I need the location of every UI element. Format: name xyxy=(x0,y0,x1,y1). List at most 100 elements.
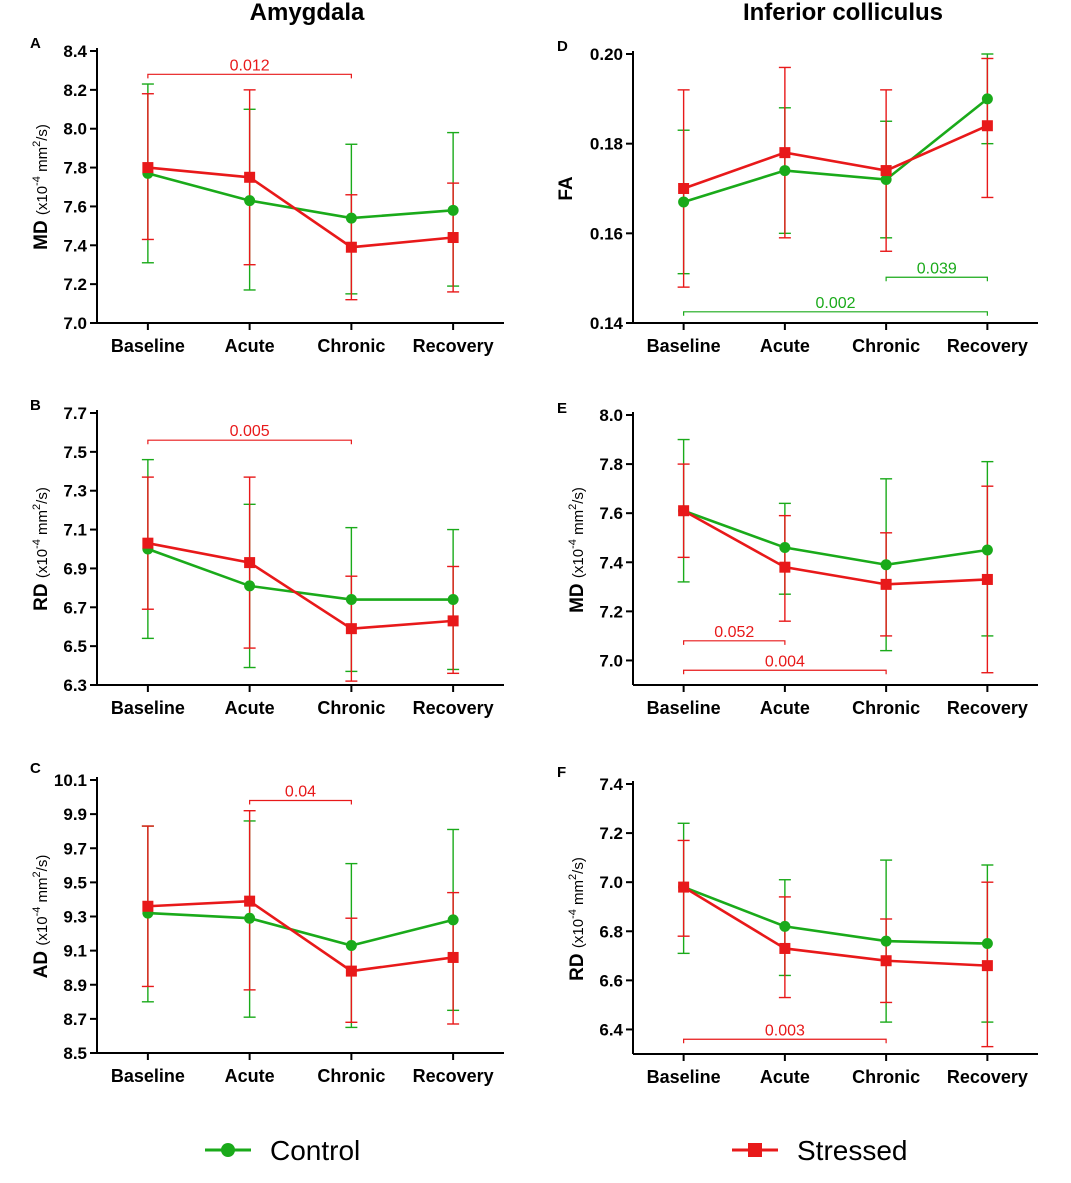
y-axis-label: AD (x10-4 mm2/s) xyxy=(31,855,52,979)
y-tick-label: 9.1 xyxy=(63,942,87,961)
data-point-stressed xyxy=(779,942,791,954)
legend-label-control: Control xyxy=(270,1135,360,1166)
x-tick-label: Acute xyxy=(225,336,275,356)
data-point-stressed xyxy=(880,578,892,590)
panels: A 7.0 7.2 7.4 7.6 7.8 8.0 8.2 8.4 Baseline Acute Ch… xyxy=(30,35,1038,1087)
y-tick-label: 6.9 xyxy=(63,559,87,578)
panel-c: C 8.5 8.7 8.9 9.1 9.3 9.5 9.7 9.9 10.1 Baseline Acu… xyxy=(30,760,504,1086)
significance-label: 0.003 xyxy=(765,1022,805,1039)
x-tick-label: Recovery xyxy=(413,336,494,356)
data-point-stressed xyxy=(142,900,154,912)
y-axis-label-unit: (x10 xyxy=(34,549,51,578)
data-point-stressed xyxy=(447,232,459,244)
series-line-control xyxy=(147,911,454,947)
y-axis-label-main: MD xyxy=(567,578,588,613)
data-point-stressed xyxy=(981,960,993,972)
x-tick-label: Recovery xyxy=(947,1067,1028,1087)
y-tick-label: 8.7 xyxy=(63,1010,87,1029)
y-tick-label: 7.6 xyxy=(63,197,87,216)
panel-letter: D xyxy=(557,38,568,55)
data-point-control xyxy=(981,544,993,556)
x-tick-label: Baseline xyxy=(647,336,721,356)
y-tick-label: 8.0 xyxy=(599,406,623,425)
y-axis-label: MD (x10-4 mm2/s) xyxy=(31,124,52,250)
data-point-stressed xyxy=(244,557,256,569)
y-tick-label: 9.3 xyxy=(63,908,87,927)
data-point-control xyxy=(779,165,791,177)
y-tick-label: 9.9 xyxy=(63,805,87,824)
x-tick-label: Recovery xyxy=(947,698,1028,718)
series-line-stressed xyxy=(147,899,454,973)
significance-bracket xyxy=(683,1038,887,1044)
x-tick-label: Acute xyxy=(760,1067,810,1087)
data-point-stressed xyxy=(880,165,892,177)
x-tick-label: Baseline xyxy=(111,1066,185,1086)
y-axis-label-unit: (x10 xyxy=(570,919,587,948)
data-point-control xyxy=(880,935,892,947)
data-point-stressed xyxy=(345,241,357,253)
series-line-stressed xyxy=(682,509,988,586)
data-point-control xyxy=(345,940,357,952)
y-axis-label-unit: (x10 xyxy=(34,186,51,215)
data-point-control xyxy=(447,204,459,216)
data-point-stressed xyxy=(447,951,459,963)
data-point-stressed xyxy=(779,561,791,573)
series-line-stressed xyxy=(683,124,988,190)
y-axis-label-exp: -4 xyxy=(567,539,579,549)
x-tick-label: Chronic xyxy=(852,336,920,356)
y-axis-label-unit: (x10 xyxy=(34,916,51,945)
y-axis-label-unit2: mm xyxy=(34,510,51,539)
y-tick-label: 6.3 xyxy=(63,676,87,695)
significance-bracket xyxy=(249,799,352,805)
significance-label: 0.012 xyxy=(230,57,270,74)
series-line-stressed xyxy=(147,166,454,249)
y-axis-label-unit2: mm xyxy=(570,510,587,539)
x-tick-label: Acute xyxy=(225,698,275,718)
data-point-control xyxy=(244,195,256,207)
y-tick-label: 8.9 xyxy=(63,976,87,995)
legend: Control Stressed xyxy=(205,1135,908,1166)
y-tick-label: 6.4 xyxy=(599,1020,623,1039)
y-tick-label: 9.5 xyxy=(63,873,87,892)
significance-label: 0.04 xyxy=(285,783,316,800)
y-tick-label: 7.1 xyxy=(63,521,87,540)
y-tick-label: 7.6 xyxy=(599,504,623,523)
y-axis-label-tail: /s) xyxy=(34,487,51,504)
y-tick-label: 7.0 xyxy=(63,314,87,333)
y-axis-label-exp: -4 xyxy=(31,539,43,549)
panel-letter: C xyxy=(30,760,41,777)
legend-marker-control xyxy=(221,1143,235,1157)
y-tick-label: 7.5 xyxy=(63,443,87,462)
data-point-control xyxy=(880,559,892,571)
x-tick-label: Acute xyxy=(760,698,810,718)
y-axis-label-exp2: 2 xyxy=(31,141,43,147)
y-tick-label: 7.0 xyxy=(599,873,623,892)
data-point-control xyxy=(447,594,459,606)
y-tick-label: 7.3 xyxy=(63,482,87,501)
y-tick-label: 8.2 xyxy=(63,81,87,100)
panel-e: E 7.0 7.2 7.4 7.6 7.8 8.0 Baseline Acute Chronic R… xyxy=(557,400,1038,718)
significance-bracket xyxy=(885,276,988,282)
y-axis-label-tail: /s) xyxy=(570,857,587,874)
y-axis-label: RD (x10-4 mm2/s) xyxy=(567,857,588,981)
y-axis-label-exp2: 2 xyxy=(567,874,579,880)
series-line-control xyxy=(147,547,454,601)
x-tick-label: Recovery xyxy=(947,336,1028,356)
x-tick-label: Chronic xyxy=(852,1067,920,1087)
data-point-stressed xyxy=(142,537,154,549)
x-tick-label: Baseline xyxy=(111,698,185,718)
panel-f: F 6.4 6.6 6.8 7.0 7.2 7.4 Baseline Acute Chronic R… xyxy=(557,764,1038,1087)
x-tick-label: Baseline xyxy=(647,698,721,718)
y-tick-label: 0.14 xyxy=(590,314,624,333)
x-tick-label: Recovery xyxy=(413,698,494,718)
y-axis-label-exp: -4 xyxy=(31,176,43,186)
y-axis-label-exp2: 2 xyxy=(567,504,579,510)
significance-label: 0.002 xyxy=(815,295,855,312)
series-line-control xyxy=(683,509,988,567)
y-axis-label-tail: /s) xyxy=(34,124,51,141)
data-point-control xyxy=(779,542,791,554)
series-line-stressed xyxy=(147,541,454,630)
data-point-control xyxy=(244,580,256,592)
panel-letter: A xyxy=(30,35,41,52)
y-tick-label: 7.8 xyxy=(63,159,87,178)
